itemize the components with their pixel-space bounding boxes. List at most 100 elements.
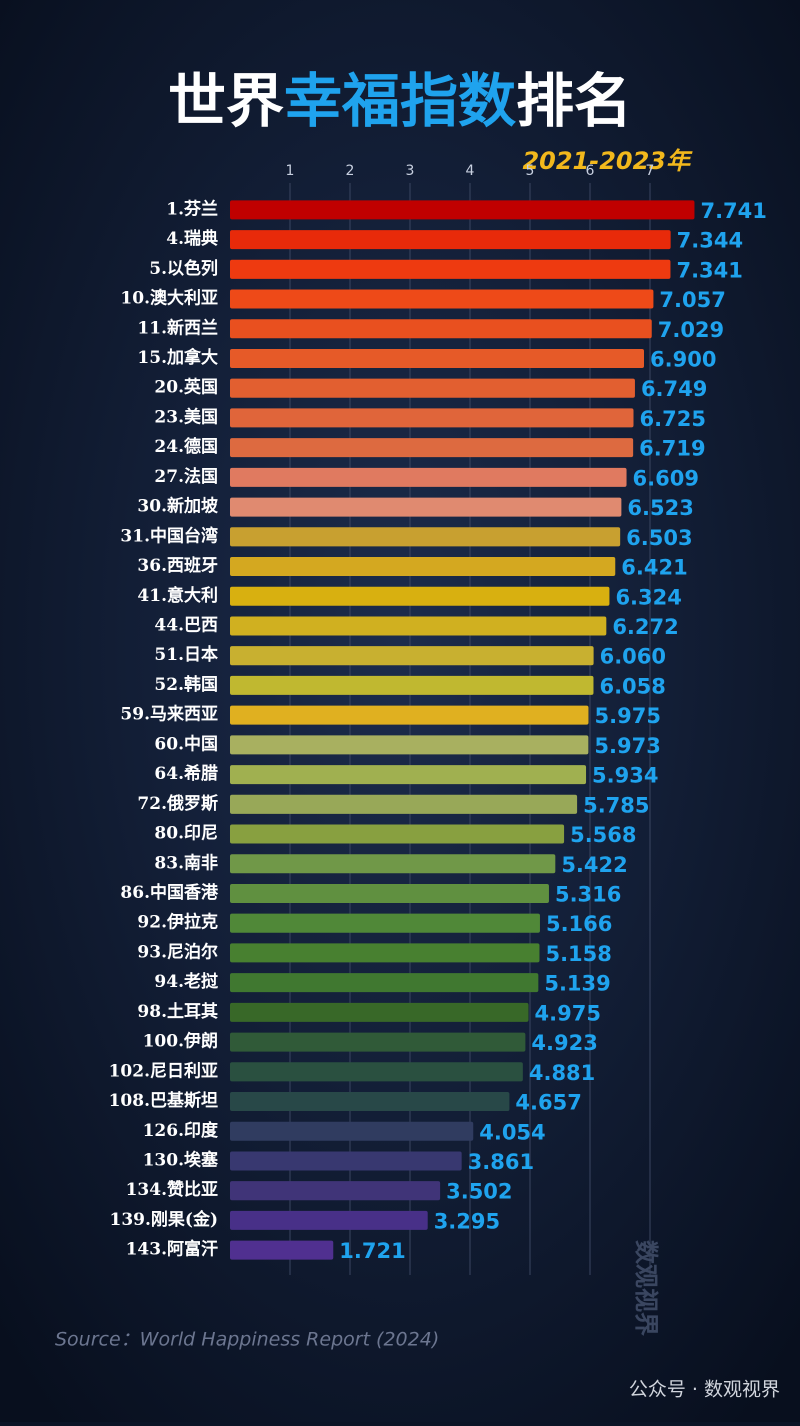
category-label: 1.芬兰: [166, 198, 218, 219]
category-label: 5.以色列: [149, 258, 218, 279]
bar: [230, 1151, 462, 1171]
value-label: 6.503: [626, 526, 692, 550]
bar: [230, 557, 616, 577]
value-label: 6.272: [612, 615, 678, 639]
category-label: 15.加拿大: [137, 347, 218, 368]
category-label: 64.希腊: [154, 763, 218, 784]
bar: [230, 883, 549, 903]
value-label: 6.523: [627, 496, 693, 520]
category-label: 10.澳大利亚: [120, 288, 218, 309]
bar: [230, 527, 621, 547]
value-label: 5.139: [544, 972, 610, 996]
bar: [230, 675, 594, 695]
title-part: 排名: [516, 67, 632, 135]
value-label: 1.721: [339, 1239, 405, 1263]
bar: [230, 230, 671, 250]
bar: [230, 973, 539, 993]
bar: [230, 1181, 441, 1201]
category-label: 41.意大利: [137, 585, 218, 606]
value-label: 4.881: [529, 1061, 595, 1085]
category-label: 59.马来西亚: [120, 704, 218, 725]
category-label: 108.巴基斯坦: [109, 1090, 218, 1111]
category-label: 52.韩国: [154, 674, 218, 695]
x-tick-label: 5: [526, 163, 535, 179]
value-label: 4.975: [535, 1001, 601, 1025]
value-label: 6.749: [641, 377, 707, 401]
value-label: 6.060: [600, 645, 666, 669]
value-label: 6.324: [615, 585, 681, 609]
value-label: 5.158: [545, 942, 611, 966]
category-label: 31.中国台湾: [120, 525, 218, 546]
category-label: 92.伊拉克: [137, 912, 218, 933]
value-label: 3.502: [446, 1180, 512, 1204]
value-label: 7.741: [700, 199, 766, 223]
category-label: 11.新西兰: [137, 317, 218, 338]
category-label: 83.南非: [154, 852, 218, 873]
category-label: 20.英国: [154, 377, 218, 398]
bar: [230, 854, 556, 874]
watermark: 数观视界: [632, 1240, 660, 1336]
bar: [230, 289, 654, 309]
bar: [230, 319, 652, 339]
category-label: 134.赞比亚: [126, 1179, 218, 1200]
category-label: 139.刚果(金): [110, 1209, 219, 1230]
value-label: 5.785: [583, 793, 649, 817]
value-label: 4.657: [515, 1091, 581, 1115]
bar: [230, 467, 627, 487]
category-label: 100.伊朗: [143, 1031, 218, 1052]
bar: [230, 497, 622, 517]
value-label: 7.029: [658, 318, 724, 342]
bar: [230, 1032, 526, 1052]
category-label: 72.俄罗斯: [137, 793, 218, 814]
category-label: 30.新加坡: [137, 496, 218, 517]
chart-title: 世界幸福指数排名: [168, 67, 632, 135]
category-label: 143.阿富汗: [126, 1239, 218, 1260]
footer: 公众号 · 数观视界: [629, 1379, 780, 1401]
source: Source：World Happiness Report (2024): [55, 1329, 439, 1351]
x-tick-label: 3: [406, 163, 415, 179]
category-label: 102.尼日利亚: [109, 1060, 218, 1081]
category-label: 36.西班牙: [137, 556, 218, 576]
bar: [230, 735, 589, 755]
bar: [230, 408, 634, 428]
value-label: 6.900: [650, 347, 716, 371]
category-label: 44.巴西: [154, 615, 218, 635]
category-label: 23.美国: [154, 406, 218, 427]
category-label: 24.德国: [154, 436, 218, 457]
bar: [230, 1240, 334, 1260]
value-label: 5.568: [570, 823, 636, 847]
category-label: 51.日本: [154, 644, 218, 665]
bar: [230, 1092, 510, 1112]
value-label: 5.422: [561, 853, 627, 877]
value-label: 5.166: [546, 912, 612, 936]
value-label: 7.341: [676, 258, 742, 282]
bar: [230, 765, 587, 785]
bar: [230, 705, 589, 725]
bar: [230, 259, 671, 279]
bar: [230, 586, 610, 606]
bar: [230, 1002, 529, 1022]
bar: [230, 1062, 523, 1082]
value-label: 5.975: [595, 704, 661, 728]
value-label: 3.861: [468, 1150, 534, 1174]
value-label: 4.054: [479, 1120, 545, 1144]
category-label: 4.瑞典: [166, 228, 218, 249]
bar: [230, 1121, 474, 1141]
bar: [230, 200, 695, 220]
x-tick-label: 7: [646, 163, 655, 179]
bar: [230, 794, 578, 814]
bar: [230, 913, 540, 933]
value-label: 5.973: [594, 734, 660, 758]
title-part: 世界: [168, 67, 284, 135]
value-label: 6.725: [640, 407, 706, 431]
value-label: 6.609: [633, 466, 699, 490]
x-tick-label: 2: [346, 163, 355, 179]
bar: [230, 378, 635, 398]
x-tick-label: 1: [286, 163, 295, 179]
x-tick-label: 6: [586, 163, 595, 179]
value-label: 5.316: [555, 882, 621, 906]
bar: [230, 1210, 428, 1230]
bar: [230, 824, 565, 844]
